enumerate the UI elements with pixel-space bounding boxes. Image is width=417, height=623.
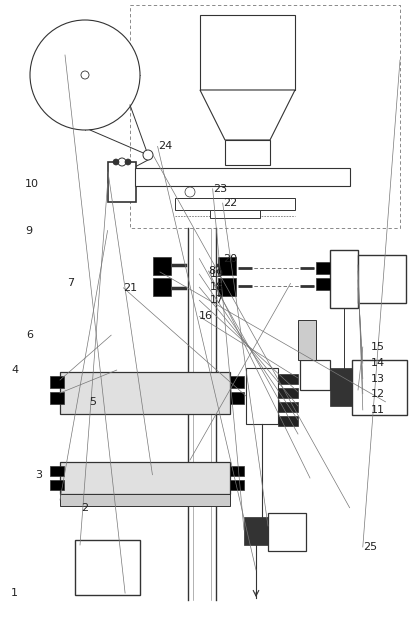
- Text: 5: 5: [90, 397, 97, 407]
- Bar: [230, 392, 244, 404]
- Text: 20: 20: [223, 254, 237, 264]
- Bar: [50, 376, 64, 388]
- Text: 11: 11: [371, 405, 385, 415]
- Circle shape: [125, 159, 131, 165]
- Text: 18: 18: [210, 282, 224, 292]
- Text: 3: 3: [35, 470, 43, 480]
- Text: 14: 14: [371, 358, 385, 368]
- Text: 8: 8: [208, 266, 216, 276]
- Bar: [50, 466, 64, 476]
- Text: 23: 23: [213, 184, 227, 194]
- Text: 22: 22: [223, 198, 237, 208]
- Text: 24: 24: [158, 141, 172, 151]
- Bar: [130, 5, 400, 228]
- Bar: [60, 494, 230, 506]
- Text: 2: 2: [81, 503, 88, 513]
- Bar: [210, 210, 260, 218]
- Bar: [60, 462, 230, 494]
- Bar: [330, 368, 352, 406]
- Bar: [352, 360, 407, 415]
- Bar: [175, 198, 295, 210]
- Bar: [153, 257, 171, 275]
- Bar: [50, 392, 64, 404]
- Bar: [316, 278, 330, 290]
- Bar: [268, 513, 306, 551]
- Text: 9: 9: [25, 226, 32, 235]
- Bar: [218, 257, 236, 275]
- Text: 4: 4: [12, 365, 19, 375]
- Bar: [153, 278, 171, 296]
- Polygon shape: [200, 90, 295, 140]
- Text: 16: 16: [199, 312, 214, 321]
- Bar: [230, 480, 244, 490]
- Bar: [298, 320, 316, 360]
- Text: 15: 15: [371, 342, 385, 352]
- Bar: [244, 517, 268, 545]
- Bar: [200, 15, 295, 90]
- Bar: [230, 466, 244, 476]
- Bar: [225, 140, 270, 165]
- Bar: [230, 376, 244, 388]
- Circle shape: [113, 159, 119, 165]
- Circle shape: [81, 71, 89, 79]
- Text: 10: 10: [25, 179, 39, 189]
- Text: 7: 7: [68, 278, 75, 288]
- Bar: [278, 402, 298, 412]
- Bar: [278, 388, 298, 398]
- Bar: [358, 255, 406, 303]
- Bar: [300, 360, 330, 390]
- Text: 1: 1: [10, 588, 18, 598]
- Circle shape: [185, 187, 195, 197]
- Bar: [246, 368, 278, 424]
- Bar: [316, 262, 330, 274]
- Text: 19: 19: [210, 269, 224, 279]
- Text: 12: 12: [371, 389, 385, 399]
- Bar: [218, 278, 236, 296]
- Bar: [60, 372, 230, 414]
- Text: 13: 13: [371, 374, 385, 384]
- Bar: [75, 540, 140, 595]
- Text: 25: 25: [363, 542, 377, 552]
- Bar: [278, 374, 298, 384]
- Bar: [278, 416, 298, 426]
- Bar: [50, 480, 64, 490]
- Circle shape: [143, 150, 153, 160]
- Circle shape: [30, 20, 140, 130]
- Bar: [108, 162, 136, 202]
- Bar: [330, 250, 358, 308]
- Text: 6: 6: [26, 330, 33, 340]
- Bar: [135, 168, 350, 186]
- Text: 21: 21: [123, 283, 138, 293]
- Circle shape: [118, 158, 126, 166]
- Text: 17: 17: [210, 295, 224, 305]
